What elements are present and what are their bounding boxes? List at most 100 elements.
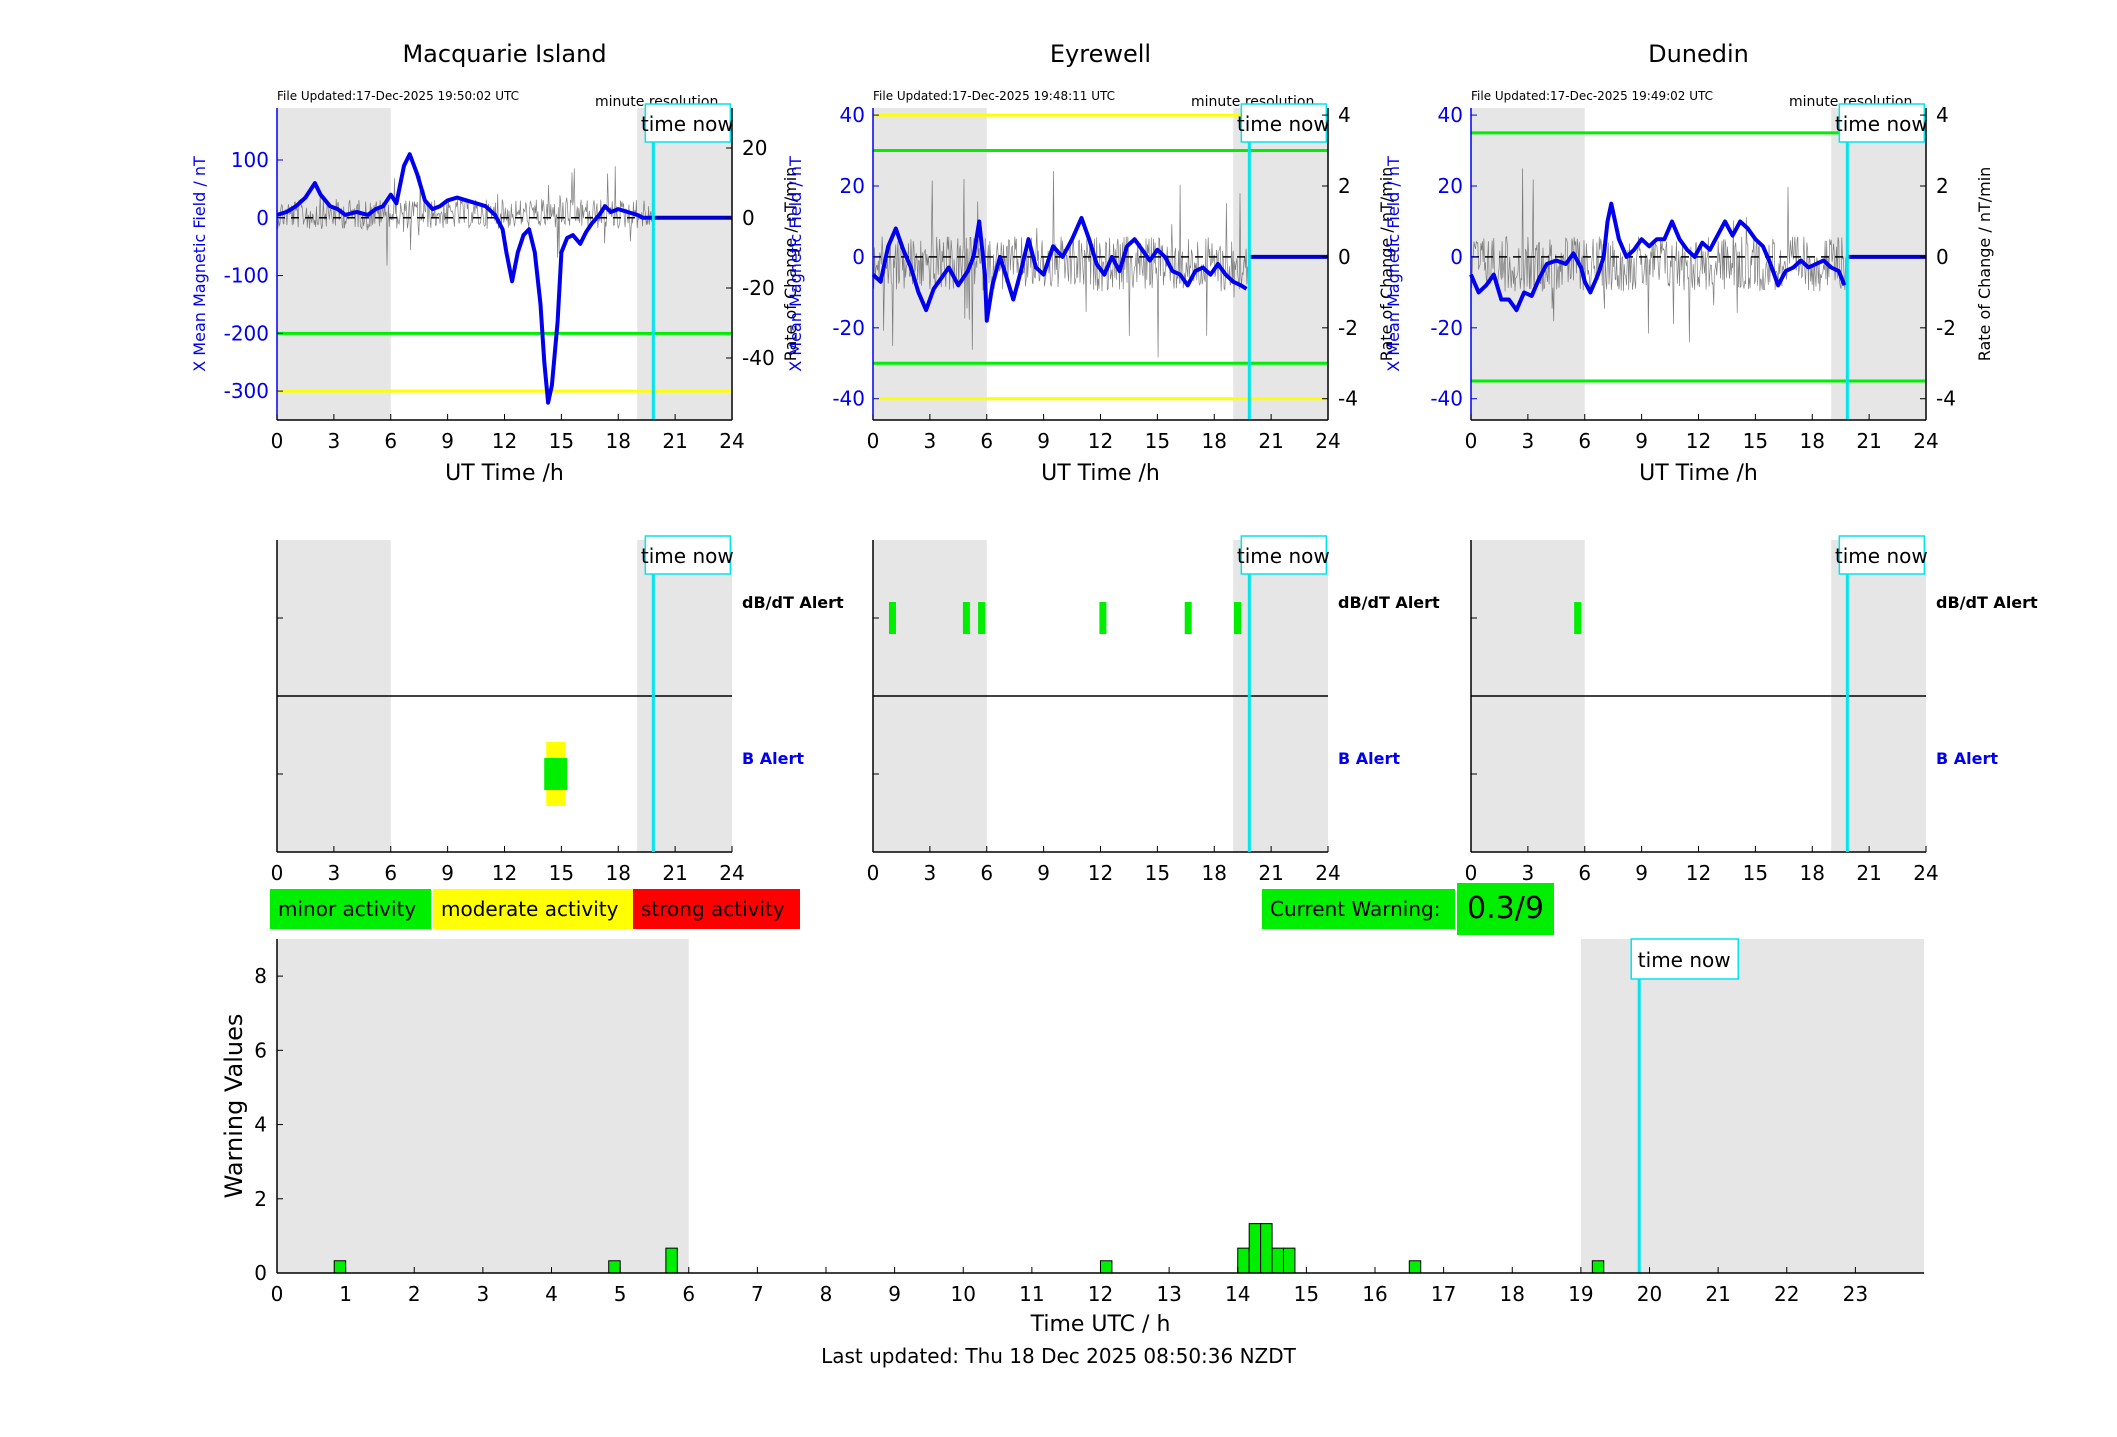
- y2-tick-label: 0: [742, 206, 755, 230]
- x-tick-label: 12: [1686, 861, 1711, 885]
- x-axis-label: UT Time /h: [1041, 461, 1160, 486]
- x-tick-label: 24: [1913, 429, 1938, 453]
- warning-bar: [1237, 1247, 1250, 1274]
- y-tick-label: 20: [1438, 174, 1463, 198]
- y-tick-label: 0: [254, 1261, 267, 1285]
- dbdt-alert-mark: [962, 602, 970, 634]
- dbdt-alert-mark: [1234, 602, 1241, 634]
- x-tick-label: 0: [271, 1282, 284, 1306]
- x-tick-label: 4: [545, 1282, 558, 1306]
- warning-bar: [1260, 1223, 1273, 1274]
- y-tick-label: 0: [852, 245, 865, 269]
- y2-tick-label: 20: [742, 136, 767, 160]
- x-tick-label: 3: [1522, 861, 1535, 885]
- dbdt-alert-label: dB/dT Alert: [1936, 593, 2038, 612]
- warning-bar: [333, 1260, 347, 1274]
- current-warning-value: 0.3/9: [1457, 883, 1554, 935]
- alert-panels: time now dB/dT Alert B Alert 0 3 6 9 12 15 18 21 24…: [271, 535, 2038, 885]
- b-alert-label: B Alert: [1936, 749, 1998, 768]
- dbdt-alert-mark: [978, 602, 986, 634]
- dbdt-alert-label: dB/dT Alert: [742, 593, 844, 612]
- legend-moderate-activity: moderate activity: [433, 889, 633, 929]
- x-tick-label: 24: [1315, 429, 1340, 453]
- y2-tick-label: -20: [742, 276, 775, 300]
- x-tick-label: 24: [1315, 861, 1340, 885]
- x-tick-label: 18: [1800, 429, 1825, 453]
- night-shade: [1233, 108, 1328, 420]
- y-tick-label: 4: [254, 1113, 267, 1137]
- x-tick-label: 5: [614, 1282, 627, 1306]
- y-tick-label: 0: [256, 206, 269, 230]
- x-tick-label: 9: [441, 429, 454, 453]
- x-axis-label: UT Time /h: [1639, 461, 1758, 486]
- night-shade: [1580, 939, 1924, 1273]
- x-tick-label: 12: [1686, 429, 1711, 453]
- x-tick-label: 9: [1635, 429, 1648, 453]
- y2-axis-label: Rate of Change / nT/min: [781, 167, 800, 362]
- station-panel-dunedin: Dunedin File Updated:17-Dec-2025 19:49:02…: [1384, 40, 1994, 486]
- x-tick-label: 3: [924, 861, 937, 885]
- x-tick-label: 6: [1578, 429, 1591, 453]
- y-tick-label: -20: [832, 316, 865, 340]
- night-shade: [277, 939, 689, 1273]
- x-tick-label: 21: [1856, 861, 1881, 885]
- x-tick-label: 15: [1743, 429, 1768, 453]
- file-updated-text: File Updated:17-Dec-2025 19:49:02 UTC: [1471, 89, 1713, 103]
- alert-panel-dunedin: time now dB/dT Alert B Alert 0 3 6 9 12 15 18 21 24: [1465, 535, 2038, 885]
- x-tick-label: 2: [408, 1282, 421, 1306]
- time-now-box: [1838, 535, 1926, 575]
- x-tick-label: 20: [1637, 1282, 1662, 1306]
- x-tick-label: 3: [1522, 429, 1535, 453]
- x-tick-label: 12: [492, 429, 517, 453]
- b-alert-minor-mark: [544, 758, 568, 790]
- magnetic-field-panels: Macquarie Island File Updated:17-Dec-2025…: [190, 40, 1994, 486]
- warning-bar: [665, 1247, 678, 1274]
- y2-tick-label: -2: [1338, 316, 1358, 340]
- x-tick-label: 18: [1202, 861, 1227, 885]
- x-tick-label: 3: [477, 1282, 490, 1306]
- x-tick-label: 15: [1145, 429, 1170, 453]
- x-tick-label: 18: [606, 861, 631, 885]
- x-tick-label: 15: [549, 861, 574, 885]
- x-tick-label: 0: [867, 429, 880, 453]
- y2-axis-label: Rate of Change / nT/min: [1377, 167, 1396, 362]
- time-now-box: [1240, 535, 1328, 575]
- y-tick-label: 8: [254, 964, 267, 988]
- y-tick-label: -40: [832, 387, 865, 411]
- warning-bar: [1591, 1260, 1605, 1274]
- x-tick-label: 24: [1913, 861, 1938, 885]
- x-tick-label: 18: [1500, 1282, 1525, 1306]
- last-updated: Last updated: Thu 18 Dec 2025 08:50:36 N…: [821, 1344, 1296, 1368]
- x-tick-label: 11: [1019, 1282, 1044, 1306]
- x-tick-label: 12: [1088, 429, 1113, 453]
- y-tick-label: 0: [1450, 245, 1463, 269]
- dbdt-alert-mark: [1099, 602, 1107, 634]
- y-axis-label: X Mean Magnetic Field / nT: [786, 156, 805, 372]
- x-tick-label: 6: [384, 429, 397, 453]
- x-tick-label: 9: [888, 1282, 901, 1306]
- rate-of-change-trace: [872, 171, 1250, 358]
- time-now-box: [644, 103, 732, 143]
- dbdt-alert-mark: [1184, 602, 1192, 634]
- x-tick-label: 6: [980, 861, 993, 885]
- alert-panel-eyrewell: time now dB/dT Alert B Alert 0 3 6 9 12 15 18 21 24: [867, 535, 1440, 885]
- x-tick-label: 21: [662, 429, 687, 453]
- x-tick-label: 21: [1705, 1282, 1730, 1306]
- file-updated-text: File Updated:17-Dec-2025 19:48:11 UTC: [873, 89, 1115, 103]
- y2-tick-label: 0: [1936, 245, 1949, 269]
- field-trace: [1469, 201, 1847, 313]
- x-tick-label: 24: [719, 429, 744, 453]
- x-tick-label: 21: [1856, 429, 1881, 453]
- y-tick-label: 100: [231, 148, 269, 172]
- y2-tick-label: -2: [1936, 316, 1956, 340]
- y-tick-label: -200: [224, 321, 269, 345]
- b-alert-label: B Alert: [1338, 749, 1400, 768]
- time-now-box: [1630, 938, 1739, 980]
- dbdt-alert-mark: [888, 602, 896, 634]
- legend-minor-activity: minor activity: [270, 889, 431, 929]
- y2-axis-label: Rate of Change / nT/min: [1975, 167, 1994, 362]
- station-panel-eyrewell: Eyrewell File Updated:17-Dec-2025 19:48:1…: [786, 40, 1396, 486]
- x-tick-label: 12: [1088, 861, 1113, 885]
- y2-tick-label: 2: [1936, 174, 1949, 198]
